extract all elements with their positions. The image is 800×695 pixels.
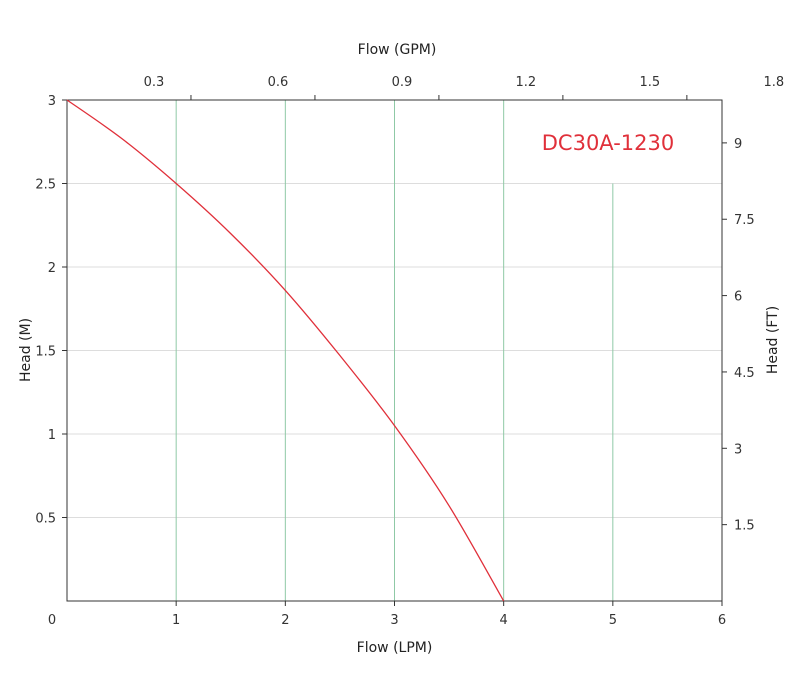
y-axis-left-title: Head (M) bbox=[18, 318, 34, 382]
y-right-tick-label: 3 bbox=[734, 442, 742, 457]
y-axis-right-title: Head (FT) bbox=[765, 306, 781, 374]
y-right-tick-label: 1.5 bbox=[734, 519, 755, 534]
y-left-tick-label: 1 bbox=[48, 428, 56, 443]
y-right-tick-label: 7.5 bbox=[734, 213, 755, 228]
y-left-tick-label: 3 bbox=[48, 94, 56, 109]
x-bottom-tick-label: 5 bbox=[609, 613, 617, 628]
x-top-tick-label: 0.3 bbox=[144, 75, 165, 90]
series-layer bbox=[66, 99, 505, 602]
series-line bbox=[66, 99, 505, 602]
x-top-tick-label: 1.5 bbox=[640, 75, 661, 90]
x-bottom-tick-label: 4 bbox=[500, 613, 508, 628]
x-axis-bottom-title: Flow (LPM) bbox=[357, 640, 433, 656]
tick-marks bbox=[62, 95, 727, 606]
y-left-tick-label: 2.5 bbox=[35, 178, 56, 193]
x-bottom-tick-label: 0 bbox=[48, 613, 56, 628]
y-right-tick-label: 6 bbox=[734, 290, 742, 305]
y-right-tick-label: 9 bbox=[734, 137, 742, 152]
x-axis-top-title: Flow (GPM) bbox=[358, 42, 437, 58]
x-top-tick-label: 0.9 bbox=[392, 75, 413, 90]
x-bottom-tick-label: 3 bbox=[390, 613, 398, 628]
x-top-tick-label: 1.2 bbox=[516, 75, 537, 90]
y-left-tick-label: 2 bbox=[48, 261, 56, 276]
x-bottom-tick-label: 6 bbox=[718, 613, 726, 628]
y-right-tick-label: 4.5 bbox=[734, 366, 755, 381]
tick-labels: 01234560.511.522.530.30.60.91.21.51.82.1… bbox=[35, 75, 784, 628]
grid-lines bbox=[67, 100, 722, 601]
x-top-tick-label: 1.8 bbox=[763, 75, 784, 90]
x-top-tick-label: 0.6 bbox=[268, 75, 289, 90]
x-bottom-tick-label: 1 bbox=[172, 613, 180, 628]
model-label: DC30A-1230 bbox=[542, 131, 674, 155]
x-bottom-tick-label: 2 bbox=[281, 613, 289, 628]
y-left-tick-label: 0.5 bbox=[35, 512, 56, 527]
y-left-tick-label: 1.5 bbox=[35, 345, 56, 360]
